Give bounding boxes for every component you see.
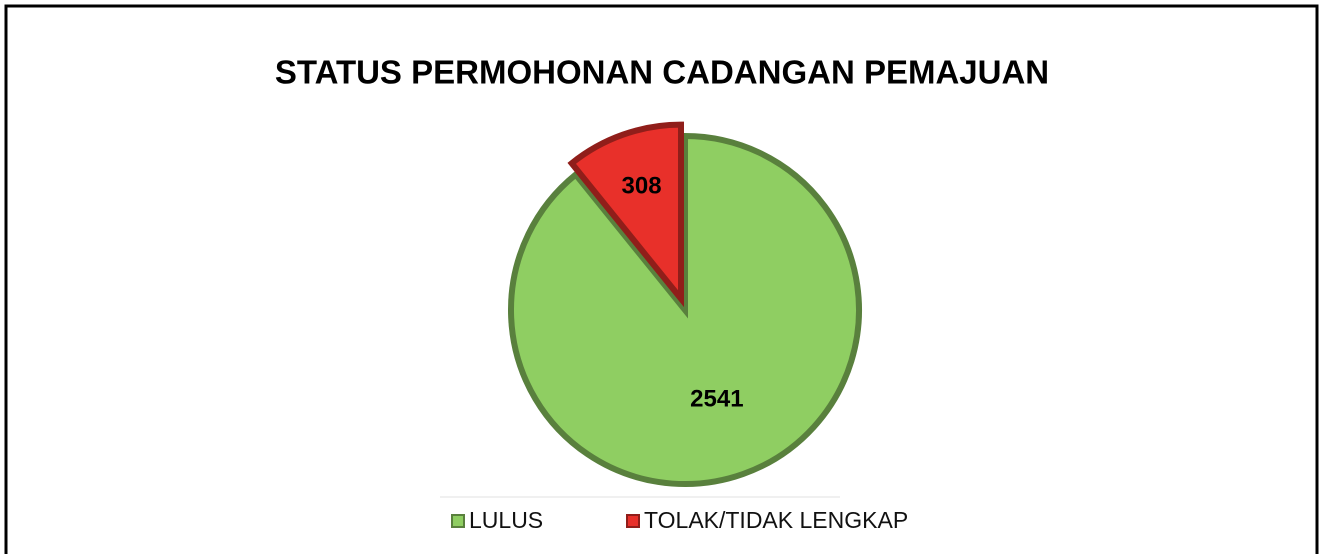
legend-swatch	[626, 514, 640, 528]
legend-label: TOLAK/TIDAK LENGKAP	[644, 507, 908, 533]
pie-slice	[508, 132, 862, 487]
data-label: 308	[622, 172, 662, 199]
chart-title: STATUS PERMOHONAN CADANGAN PEMAJUAN	[275, 54, 1049, 91]
chart-frame	[4, 4, 1319, 554]
legend-swatch	[451, 514, 465, 528]
data-label: 2541	[690, 386, 743, 413]
pie-slice	[567, 121, 685, 308]
legend-label: LULUS	[469, 507, 543, 533]
